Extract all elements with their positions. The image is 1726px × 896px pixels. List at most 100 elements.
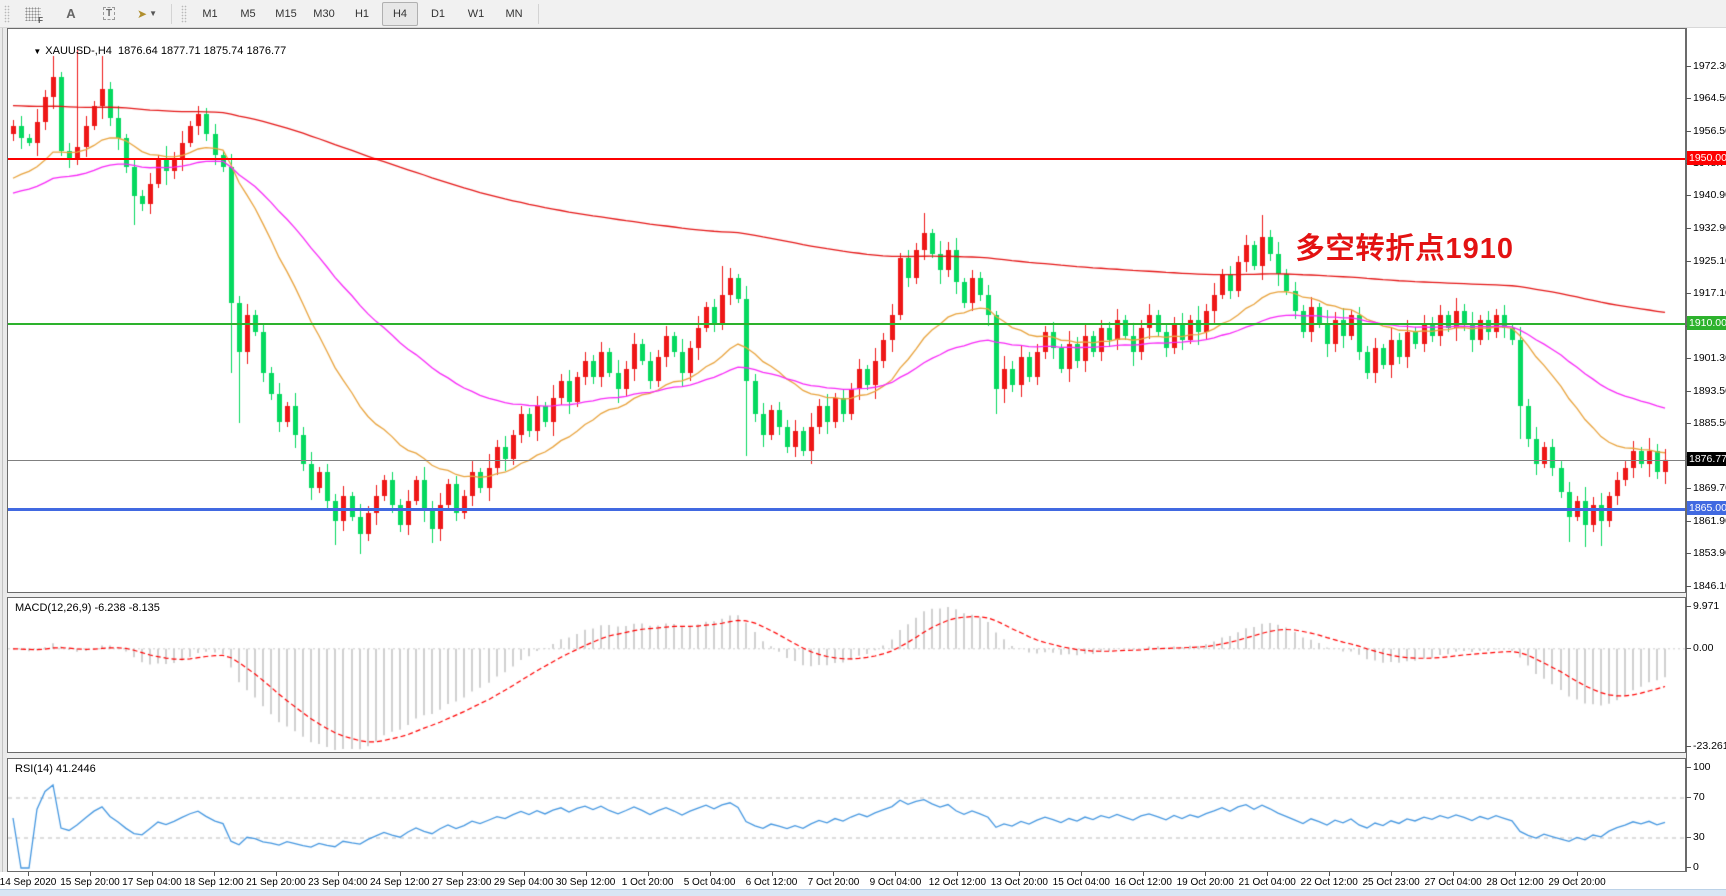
time-tick-label: 12 Oct 12:00 (928, 877, 987, 888)
macd-panel: MACD(12,26,9) -6.238 -8.135 (7, 597, 1687, 754)
time-tick-mark (648, 872, 649, 876)
price-tick-label: 1869.70 (1693, 482, 1726, 495)
time-tick-label: 7 Oct 20:00 (807, 877, 860, 888)
price-tick-label: 1846.10 (1693, 579, 1726, 592)
resistance-1950-price-label: 1950.00 (1687, 151, 1726, 165)
timeframe-group: M1 M5 M15 M30 H1 H4 D1 W1 MN (191, 1, 533, 26)
time-tick-mark (1267, 872, 1268, 876)
price-tick-label: 1956.50 (1693, 125, 1726, 138)
time-tick-mark (1329, 872, 1330, 876)
support-1865-price-label: 1865.00 (1687, 501, 1726, 515)
candlestick-canvas[interactable] (8, 29, 1687, 594)
time-tick-mark (524, 872, 525, 876)
symbol-name: XAUUSD-,H4 (45, 45, 112, 57)
time-tick-label: 16 Oct 12:00 (1114, 877, 1172, 888)
time-tick-label: 28 Oct 12:00 (1486, 877, 1544, 888)
timeframe-button-m30[interactable]: M30 (313, 7, 335, 20)
price-tick-mark (1686, 98, 1691, 99)
rsi-tick-mark (1686, 867, 1691, 868)
time-tick-mark (462, 872, 463, 876)
price-tick-label: 1972.30 (1693, 60, 1726, 73)
fibonacci-tool-button[interactable]: F (15, 2, 51, 26)
rsi-label: RSI(14) 41.2446 (15, 763, 96, 775)
time-tick-mark (1391, 872, 1392, 876)
timeframe-button-m15[interactable]: M15 (275, 7, 297, 20)
price-tick-label: 1964.50 (1693, 92, 1726, 105)
toolbar: F A T ➤ ▼ M1 M5 M15 M30 H1 H4 D1 W1 MN (0, 0, 1726, 28)
rsi-canvas[interactable] (8, 759, 1687, 873)
time-tick-label: 13 Oct 20:00 (990, 877, 1048, 888)
time-tick-label: 9 Oct 04:00 (869, 877, 922, 888)
time-tick-label: 14 Sep 2020 (0, 877, 57, 888)
toolbar-grip[interactable] (4, 4, 10, 23)
pivot-1910-line[interactable] (8, 323, 1685, 325)
timeframe-button-m5[interactable]: M5 (240, 7, 256, 20)
timeframe-button-mn[interactable]: MN (505, 7, 523, 20)
price-tick-label: 1893.50 (1693, 384, 1726, 397)
price-tick-mark (1686, 66, 1691, 67)
rsi-panel: RSI(14) 41.2446 (7, 758, 1687, 873)
price-tick-mark (1686, 586, 1691, 587)
time-tick-label: 29 Sep 04:00 (493, 877, 554, 888)
macd-tick-label: 9.971 (1693, 600, 1720, 612)
time-tick-label: 17 Sep 04:00 (122, 877, 182, 888)
price-tick-label: 1853.90 (1693, 547, 1726, 560)
price-tick-mark (1686, 358, 1691, 359)
time-tick-mark (895, 872, 896, 876)
text-box-icon: T (102, 7, 116, 20)
macd-tick-mark (1686, 606, 1691, 607)
text-box-tool-button[interactable]: T (91, 2, 127, 26)
price-axis[interactable]: 1972.301964.501956.501948.701940.901932.… (1686, 28, 1726, 873)
arrows-icon: ➤ (137, 6, 148, 21)
time-tick-label: 22 Oct 12:00 (1300, 877, 1358, 888)
rsi-tick-label: 0 (1693, 861, 1699, 873)
rsi-tick-mark (1686, 837, 1691, 838)
time-tick-label: 21 Oct 04:00 (1238, 877, 1296, 888)
chart-annotation-text[interactable]: 多空转折点1910 (1295, 233, 1514, 265)
timeframe-button-w1[interactable]: W1 (467, 7, 485, 20)
timeframe-button-m1[interactable]: M1 (202, 7, 218, 20)
price-tick-mark (1686, 553, 1691, 554)
symbol-dropdown-icon[interactable]: ▼ (33, 47, 42, 56)
macd-canvas[interactable] (8, 598, 1687, 754)
time-tick-mark (772, 872, 773, 876)
panel-splitter[interactable] (7, 593, 1686, 597)
time-tick-label: 27 Oct 04:00 (1424, 877, 1482, 888)
time-tick-mark (28, 872, 29, 876)
time-tick-label: 21 Sep 20:00 (246, 877, 306, 888)
chevron-down-icon[interactable]: ▼ (149, 9, 157, 18)
pivot-1910-price-label: 1910.00 (1687, 316, 1726, 330)
current-price-line[interactable] (8, 460, 1685, 461)
price-tick-mark (1686, 228, 1691, 229)
panel-splitter[interactable] (7, 753, 1686, 758)
toolbar-grip[interactable] (181, 4, 187, 23)
time-tick-mark (1453, 872, 1454, 876)
timeframe-button-h1[interactable]: H1 (354, 7, 370, 20)
macd-tick-label: 0.00 (1693, 641, 1714, 654)
time-tick-mark (152, 872, 153, 876)
price-tick-mark (1686, 261, 1691, 262)
rsi-tick-mark (1686, 767, 1691, 768)
timeframe-button-d1[interactable]: D1 (430, 7, 446, 20)
rsi-tick-label: 70 (1693, 791, 1705, 803)
price-tick-mark (1686, 131, 1691, 132)
text-label-tool-button[interactable]: A (53, 2, 89, 26)
time-axis[interactable]: 14 Sep 2020 15 Sep 20:00 17 Sep 04:00 18 Se… (0, 872, 1726, 889)
price-tick-mark (1686, 423, 1691, 424)
time-tick-label: 27 Sep 23:00 (431, 877, 492, 888)
time-tick-mark (710, 872, 711, 876)
resistance-1950-line[interactable] (8, 158, 1685, 160)
price-tick-label: 1917.10 (1693, 287, 1726, 300)
rsi-tick-label: 100 (1693, 761, 1711, 773)
support-1865-line[interactable] (8, 508, 1685, 511)
time-tick-label: 29 Oct 20:00 (1548, 877, 1606, 888)
price-tick-mark (1686, 488, 1691, 489)
price-tick-label: 1885.50 (1693, 417, 1726, 430)
price-tick-label: 1901.30 (1693, 352, 1726, 365)
arrows-tool-button[interactable]: ➤ ▼ (129, 2, 165, 26)
time-tick-label: 19 Oct 20:00 (1176, 877, 1234, 888)
price-tick-mark (1686, 391, 1691, 392)
time-tick-label: 23 Sep 04:00 (308, 877, 368, 888)
timeframe-button-h4[interactable]: H4 (382, 1, 418, 26)
rsi-tick-label: 30 (1693, 831, 1705, 843)
